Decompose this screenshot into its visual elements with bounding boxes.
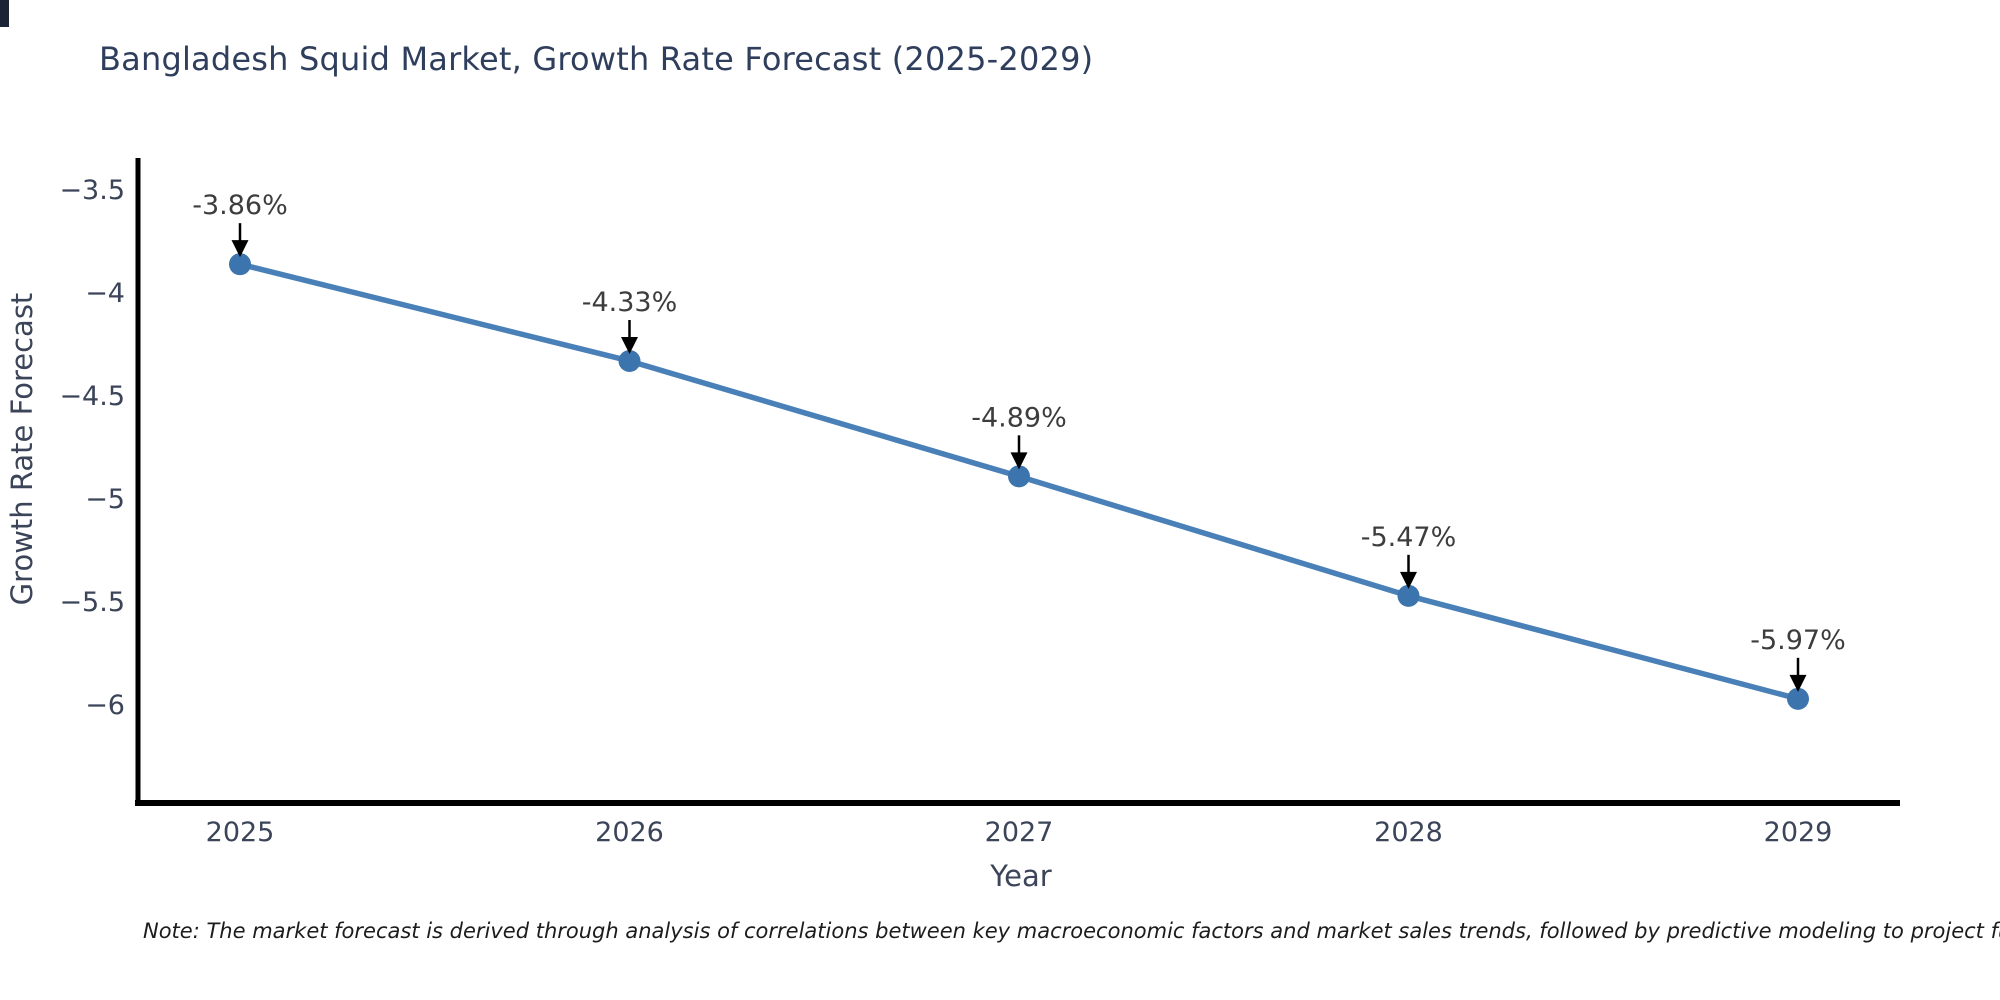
data-point-marker <box>618 349 641 372</box>
annotation-arrowhead <box>1789 674 1807 692</box>
y-tick-label: −6 <box>85 690 125 721</box>
x-tick-label: 2028 <box>1374 817 1443 848</box>
data-point-marker <box>1787 687 1809 710</box>
point-value-label: -5.97% <box>1750 625 1846 656</box>
y-tick-label: −3.5 <box>59 175 125 206</box>
data-point-marker <box>1008 465 1030 488</box>
chart-title: Bangladesh Squid Market, Growth Rate For… <box>99 40 1094 78</box>
data-point-marker <box>1397 584 1420 607</box>
point-value-label: -3.86% <box>192 190 288 221</box>
annotation-arrowhead <box>621 336 638 354</box>
footnote: Note: The market forecast is derived thr… <box>143 919 2000 943</box>
point-value-label: -4.33% <box>582 287 678 318</box>
x-tick-label: 2025 <box>206 817 275 848</box>
y-tick-label: −5 <box>85 484 125 515</box>
x-tick-label: 2027 <box>985 817 1054 848</box>
point-value-label: -5.47% <box>1361 522 1457 553</box>
corner-artifact <box>0 0 9 27</box>
data-point-marker <box>229 253 251 276</box>
annotation-arrowhead <box>231 240 249 258</box>
x-tick-label: 2029 <box>1764 817 1833 848</box>
y-tick-label: −5.5 <box>59 587 125 618</box>
annotation-arrowhead <box>1010 452 1028 470</box>
y-axis-title: Growth Rate Forecast <box>5 293 39 606</box>
y-tick-label: −4.5 <box>59 381 125 412</box>
x-axis-title: Year <box>989 859 1051 893</box>
point-value-label: -4.89% <box>971 402 1067 433</box>
annotation-arrowhead <box>1400 571 1417 589</box>
x-tick-label: 2026 <box>595 817 664 848</box>
y-tick-label: −4 <box>85 278 125 309</box>
